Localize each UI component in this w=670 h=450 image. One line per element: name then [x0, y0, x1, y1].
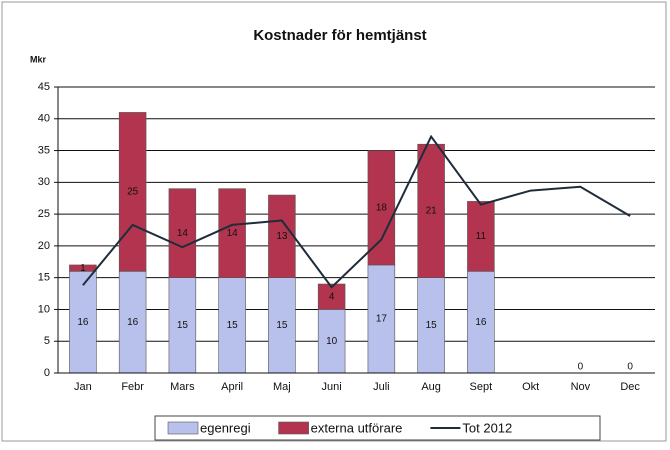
legend-label: Tot 2012 [462, 420, 512, 435]
y-tick-label: 40 [38, 113, 50, 125]
bar-segment [367, 150, 396, 266]
legend-swatch [278, 421, 309, 435]
data-label: 21 [426, 206, 438, 217]
y-tick-label: 10 [38, 303, 50, 315]
bar-segment [467, 271, 495, 374]
data-label: 16 [77, 317, 89, 328]
bar-segment [168, 188, 197, 278]
legend-label: egenregi [200, 420, 251, 435]
line-series [82, 134, 631, 289]
data-label: 15 [276, 320, 288, 331]
x-tick-label: Mars [170, 381, 195, 393]
y-tick-label: 0 [44, 367, 50, 379]
x-tick-label: Febr [121, 381, 144, 393]
x-tick-label: Okt [522, 381, 539, 393]
chart-frame [1, 1, 667, 442]
data-label: 0 [627, 362, 633, 373]
data-label: 15 [426, 320, 438, 331]
bar-segment [118, 112, 147, 272]
data-label: 15 [177, 320, 189, 331]
bar-segment [69, 271, 97, 374]
bar-segment [417, 143, 445, 278]
data-label: 10 [326, 336, 338, 347]
y-tick-label: 25 [38, 208, 50, 220]
legend-box [154, 415, 601, 441]
chart-title: Kostnader för hemtjänst [253, 27, 426, 44]
data-label: 0 [578, 362, 584, 373]
y-tick-label: 45 [38, 81, 50, 93]
x-tick-label: Sept [470, 381, 493, 393]
y-axis-label: Mkr [30, 54, 47, 64]
legend-label: externa utförare [311, 420, 403, 435]
y-tick-label: 15 [38, 272, 50, 284]
x-tick-label: Maj [273, 381, 291, 393]
data-label: 18 [376, 202, 388, 213]
data-label: 25 [127, 187, 139, 198]
data-label: 15 [227, 320, 239, 331]
y-tick-label: 5 [44, 335, 50, 347]
bar-segment [118, 271, 147, 374]
x-tick-label: Juni [322, 381, 342, 393]
x-tick-label: Nov [571, 381, 591, 393]
y-tick-label: 30 [38, 176, 50, 188]
data-label: 16 [475, 317, 487, 328]
data-label: 11 [476, 231, 487, 242]
data-label: 13 [276, 231, 288, 242]
bar-segment [218, 277, 246, 374]
data-label: 4 [329, 291, 335, 302]
legend-swatch [167, 421, 199, 435]
x-tick-label: Dec [620, 381, 640, 393]
data-label: 14 [227, 228, 239, 239]
bar-segment [367, 264, 396, 374]
bar-segment [268, 194, 296, 278]
y-tick-label: 35 [38, 144, 50, 156]
data-label: 17 [376, 314, 388, 325]
y-tick-label: 20 [38, 240, 50, 252]
bar-segment [218, 188, 246, 278]
x-tick-label: Juli [373, 381, 390, 393]
bar-segment [268, 277, 296, 374]
data-label: 1 [80, 263, 86, 274]
data-label: 16 [127, 317, 139, 328]
data-label: 14 [177, 228, 189, 239]
bar-segment [467, 201, 495, 272]
x-tick-label: April [221, 381, 243, 393]
bar-segment [168, 277, 197, 374]
x-tick-label: Aug [421, 381, 441, 393]
x-tick-label: Jan [74, 381, 92, 393]
